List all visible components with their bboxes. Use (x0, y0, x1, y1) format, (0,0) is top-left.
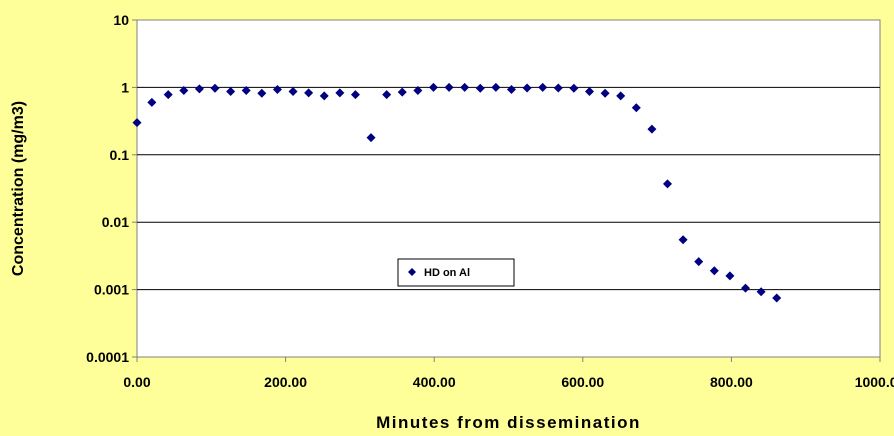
data-point (163, 90, 173, 100)
data-point (460, 82, 470, 92)
data-point (382, 90, 392, 100)
data-point (366, 133, 376, 143)
x-tick-label: 600.00 (561, 374, 604, 390)
data-point (709, 266, 719, 276)
x-tick-label: 0.00 (123, 374, 150, 390)
data-point (350, 90, 360, 100)
data-point (584, 86, 594, 96)
data-point (257, 88, 267, 98)
data-point (413, 85, 423, 95)
data-points (132, 82, 782, 303)
data-point (194, 84, 204, 94)
data-point (132, 118, 142, 128)
data-point (272, 85, 282, 95)
data-point (538, 82, 548, 92)
x-axis-title: Minutes from dissemination (376, 413, 641, 432)
data-point (569, 83, 579, 93)
plot-area (136, 19, 881, 358)
data-point (397, 87, 407, 97)
data-point (616, 91, 626, 101)
data-point (725, 271, 735, 281)
data-point (491, 82, 501, 92)
y-tick-label: 0.001 (94, 282, 129, 298)
data-point (319, 91, 329, 101)
data-point (756, 287, 766, 297)
data-point (600, 88, 610, 98)
y-tick-label: 0.1 (110, 147, 130, 163)
legend: HD on Al (397, 258, 515, 287)
y-tick-label: 10 (113, 12, 129, 28)
data-point (179, 85, 189, 95)
data-point (631, 103, 641, 113)
data-point (147, 97, 157, 107)
data-point (241, 85, 251, 95)
data-point (288, 86, 298, 96)
data-point (772, 293, 782, 303)
y-tick-label: 0.0001 (86, 349, 129, 365)
data-point (304, 88, 314, 98)
data-point (694, 257, 704, 267)
legend-diamond-marker (408, 268, 416, 276)
y-axis-title: Concentration (mg/m3) (10, 101, 27, 276)
data-point (741, 283, 751, 293)
data-point (663, 179, 673, 189)
data-point (522, 83, 532, 93)
data-point (506, 85, 516, 95)
data-point (210, 83, 220, 93)
x-tick-label: 800.00 (710, 374, 753, 390)
data-point (428, 82, 438, 92)
data-point (678, 235, 688, 245)
x-axis-tick-labels: 0.00 200.00 400.00 600.00 800.00 1000.00 (123, 357, 894, 390)
x-tick-label: 1000.00 (855, 374, 894, 390)
y-tick-label: 1 (121, 79, 129, 95)
y-tick-label: 0.01 (102, 214, 129, 230)
data-point (226, 86, 236, 96)
data-point (553, 83, 563, 93)
data-point (475, 83, 485, 93)
y-axis-tick-labels: 0.0001 0.001 0.01 0.1 1 10 (86, 12, 137, 365)
legend-series-label: HD on Al (424, 267, 470, 279)
x-tick-label: 200.00 (264, 374, 307, 390)
data-point (444, 82, 454, 92)
gridlines (137, 86, 880, 291)
data-point (647, 124, 657, 134)
legend-box (397, 258, 515, 287)
x-tick-label: 400.00 (413, 374, 456, 390)
data-point (335, 88, 345, 98)
